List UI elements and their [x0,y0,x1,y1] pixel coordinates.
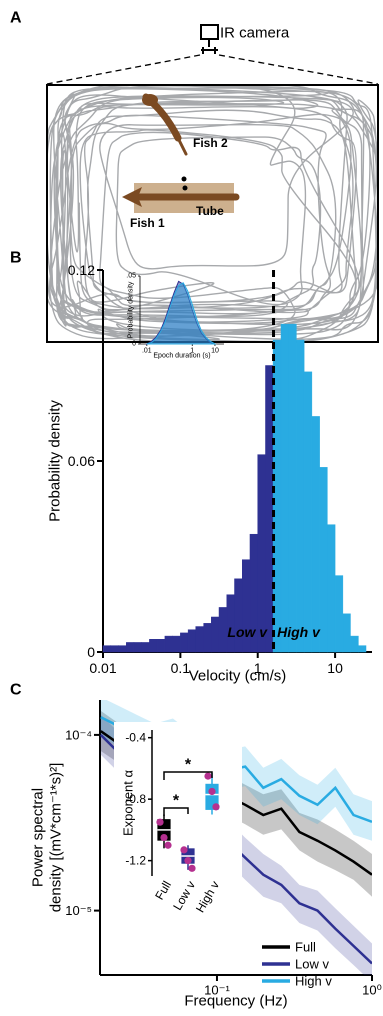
legend-label: High v [295,974,332,989]
point [156,818,164,826]
y-tick-label: -0.8 [125,792,146,806]
point [208,787,216,796]
series-label: Low v [227,624,268,640]
y-tick-label: 0 [87,644,95,660]
bar [296,339,305,653]
x-tick-label: 0.1 [171,660,191,676]
y-axis-label: Probability density [128,281,135,338]
y-tick-label: 10⁻⁴ [65,727,92,742]
bar [118,645,127,653]
point [164,841,172,849]
y-axis-label: density [(mV*cm⁻¹*s)²] [48,763,65,913]
tube-label: Tube [196,204,224,218]
bar [149,639,158,653]
bar [319,467,328,653]
bar [265,365,274,653]
bar [311,416,320,653]
bar [288,323,297,653]
x-tick-label: 0.01 [89,660,116,676]
trajectory-path [48,86,377,341]
x-axis-label: Epoch duration (s) [153,353,210,360]
y-tick-label: -0.4 [125,731,146,745]
significance-label: * [173,793,180,810]
legend-label: Full [295,940,316,955]
bar [102,645,112,653]
fish-2-head [142,94,158,106]
bar [180,632,189,653]
y-tick-label: 0 [132,341,136,348]
electrode [182,185,188,191]
series-label: High v [277,624,321,640]
x-tick-label: .01 [142,347,152,354]
x-axis-label: Velocity (cm/s) [189,668,287,685]
x-axis-label: Frequency (Hz) [184,993,287,1010]
bar [350,635,359,653]
x-tick-label: 10 [327,660,343,676]
trajectory [48,86,377,341]
y-tick-label: -1.2 [125,854,146,868]
panel-label: B [10,250,22,267]
bar [218,607,228,653]
camera-label: IR camera [220,25,290,42]
camera-icon [200,24,219,54]
legend-label: Low v [295,957,329,972]
bar [164,635,173,653]
bar [257,454,266,653]
fish-2-label: Fish 2 [193,136,228,150]
bar [126,642,135,653]
x-tick-label: 1 [190,347,194,354]
bar [334,575,344,653]
bar [358,645,367,653]
view-line [46,54,201,85]
x-tick-label: 10 [211,347,219,354]
point [184,857,192,865]
bar [272,339,282,653]
bar [234,578,243,653]
bar [303,371,313,653]
significance-bracket [163,807,189,816]
view-line [218,54,379,85]
fish-1-tail [122,187,142,207]
point [204,772,212,780]
point [188,864,196,872]
electrode [181,176,187,182]
bar [211,616,220,653]
y-axis-label: Power spectral [30,788,47,887]
y-tick-label: 10⁻⁵ [65,903,92,918]
significance-label: * [185,757,192,774]
x-tick-label: 1 [254,660,262,676]
point [160,833,168,842]
bar [280,323,289,653]
bar [203,623,212,653]
bar [342,613,351,653]
bar [110,645,119,653]
y-axis-label: Exponent α [121,769,136,836]
bar [327,524,336,653]
inset-background [114,722,242,912]
bar [195,626,204,653]
point [180,846,188,854]
panel-label: C [10,682,22,699]
fish-2-tail [176,136,188,156]
area [144,280,216,345]
y-tick-label: 0.06 [68,453,95,469]
point [212,803,220,811]
bar [172,635,181,653]
bar [156,639,166,653]
bar [141,642,150,653]
x-tick-label: 10⁻¹ [204,983,230,998]
significance-bracket [163,771,213,780]
bar [133,642,142,653]
x-tick-label: 10⁰ [362,983,382,998]
y-tick-label: 0.12 [68,262,95,278]
area [146,282,217,345]
panel-label: A [10,10,22,27]
y-axis-label: Probability density [47,400,64,522]
fish-1-label: Fish 1 [130,216,165,230]
bar [187,629,196,653]
y-tick-label: .05 [126,273,136,280]
